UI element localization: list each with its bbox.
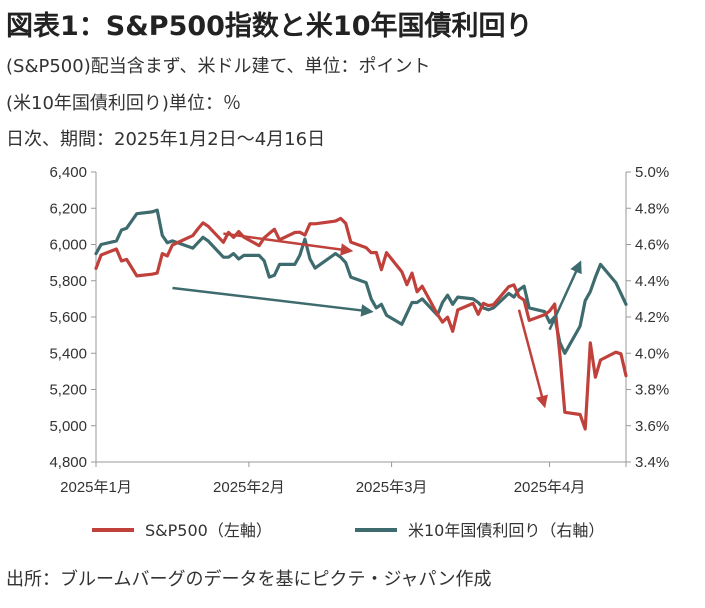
left-tick-label: 5,600 <box>49 309 87 326</box>
right-tick-label: 3.8% <box>635 382 669 399</box>
left-tick-label: 6,200 <box>49 200 87 217</box>
legend-label-yield: 米10年国債利回り（右軸） <box>408 521 604 540</box>
legend-label-sp500: S&P500（左軸） <box>145 521 272 540</box>
line-chart: 4,800 5,000 5,200 5,400 5,600 5,800 6,000 6,200… <box>49 164 669 540</box>
trend-arrow <box>223 232 354 256</box>
right-tick-label: 3.4% <box>635 454 669 471</box>
right-tick-label: 5.0% <box>635 164 669 181</box>
x-tick-label: 2025年4月 <box>514 479 586 496</box>
x-tick-label: 2025年2月 <box>213 479 285 496</box>
left-tick-label: 5,000 <box>49 418 87 435</box>
axes: 4,800 5,000 5,200 5,400 5,600 5,800 6,000 6,200… <box>49 164 669 496</box>
right-tick-label: 4.4% <box>635 273 669 290</box>
chart-source: 出所：ブルームバーグのデータを基にピクテ・ジャパン作成 <box>6 569 492 590</box>
us10y-yield-line <box>94 208 628 355</box>
chart-subtitle-units-sp500: (S&P500)配当含まず、米ドル建て、単位：ポイント <box>6 56 431 77</box>
trend-arrows <box>172 232 582 409</box>
sp500-line <box>94 216 628 431</box>
right-tick-label: 4.8% <box>635 200 669 217</box>
legend: S&P500（左軸） 米10年国債利回り（右軸） <box>92 521 604 540</box>
left-tick-label: 6,000 <box>49 237 87 254</box>
left-tick-label: 5,400 <box>49 345 87 362</box>
left-tick-label: 5,800 <box>49 273 87 290</box>
chart-subtitle-units-yield: (米10年国債利回り)単位：％ <box>6 93 241 114</box>
left-tick-label: 4,800 <box>49 454 87 471</box>
trend-arrow <box>517 309 548 409</box>
x-tick-label: 2025年1月 <box>60 479 132 496</box>
chart-title: 図表1：S&P500指数と米10年国債利回り <box>6 11 533 42</box>
chart-subtitle-period: 日次、期間：2025年1月2日～4月16日 <box>6 129 326 150</box>
right-tick-label: 4.2% <box>635 309 669 326</box>
right-tick-label: 4.6% <box>635 237 669 254</box>
series-lines <box>94 208 628 431</box>
left-tick-label: 6,400 <box>49 164 87 181</box>
trend-arrow <box>172 286 374 317</box>
left-tick-label: 5,200 <box>49 382 87 399</box>
trend-arrow <box>548 260 582 331</box>
right-tick-label: 4.0% <box>635 345 669 362</box>
right-tick-label: 3.6% <box>635 418 669 435</box>
x-tick-label: 2025年3月 <box>356 479 428 496</box>
